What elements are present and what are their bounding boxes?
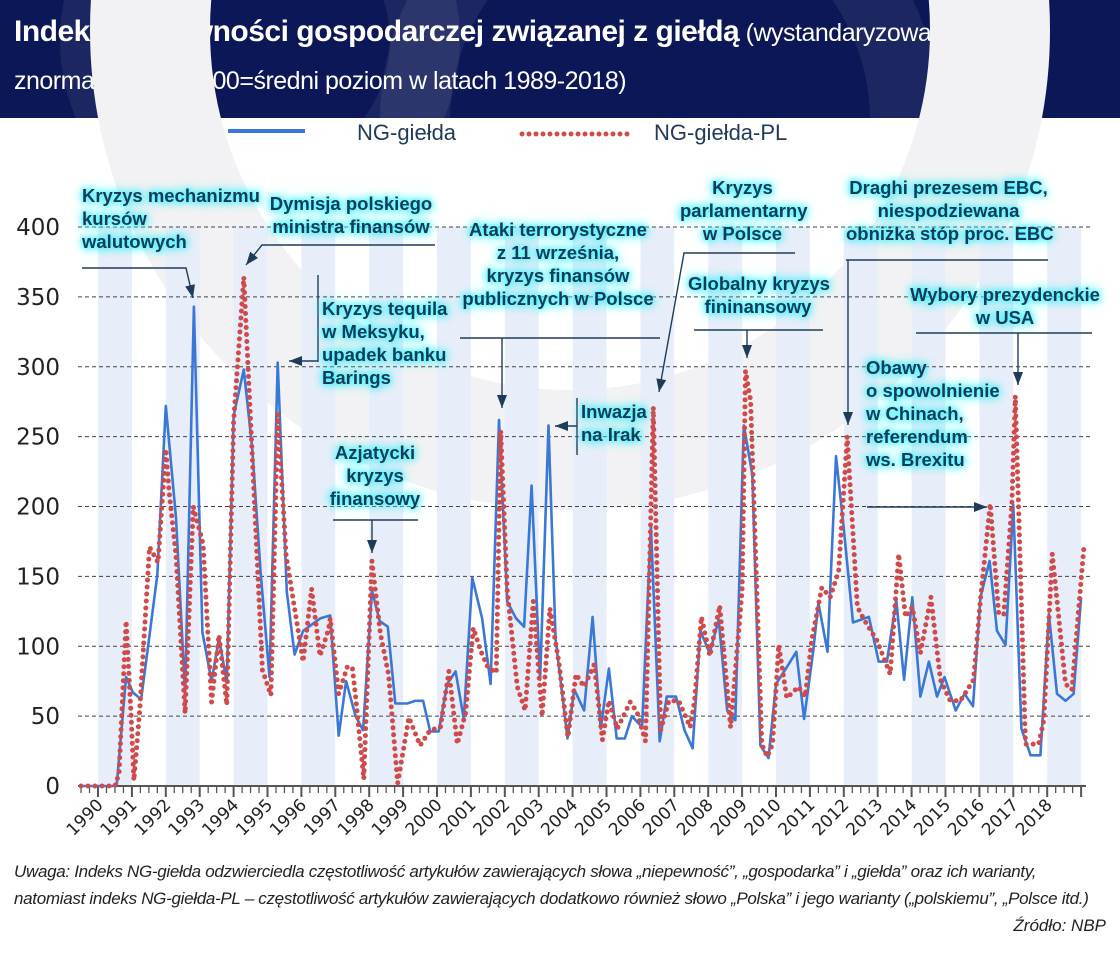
y-tick-label: 150 — [16, 564, 60, 590]
x-tick-label: 1993 — [164, 795, 209, 840]
legend-label-ng-gielda-pl: NG-giełda-PL — [654, 120, 788, 145]
arrow-head-icon — [555, 421, 568, 431]
x-tick-label: 2012 — [809, 795, 854, 840]
annotation-iraq-invasion: Inwazja na Irak — [581, 401, 647, 445]
x-tick-label: 2000 — [402, 795, 447, 840]
arrow-head-icon — [185, 284, 195, 298]
series-line-ng-gielda-pl — [78, 277, 1087, 789]
y-tick-label: 100 — [16, 634, 60, 660]
x-tick-label: 1992 — [131, 795, 176, 840]
watermark-arc — [90, 0, 1050, 510]
arrow-head-icon — [656, 378, 667, 392]
x-tick-label: 1990 — [63, 795, 108, 840]
y-tick-label: 250 — [16, 425, 60, 451]
arrow-head-icon — [974, 502, 987, 512]
grid-lines — [78, 226, 1092, 717]
arrow-head-icon — [289, 356, 302, 366]
x-tick-label: 2016 — [944, 795, 989, 840]
x-tick-label: 2007 — [639, 795, 684, 840]
x-tick-label: 2005 — [571, 795, 616, 840]
series-line-ng-gielda — [81, 305, 1083, 788]
arrow-head-icon — [497, 395, 507, 408]
footnote: Uwaga: Indeks NG-giełda odzwierciedla cz… — [14, 862, 1089, 908]
y-axis: 0 50 100 150 200 250 300 350 400 — [16, 215, 60, 800]
annotation-tequila-crisis: Kryzys tequila w Meksyku, upadek banku Bari… — [322, 298, 448, 388]
annotation-global-crisis: Globalny kryzys fininansowy — [688, 273, 830, 317]
x-tick-label: 2015 — [910, 795, 955, 840]
x-tick-label: 2004 — [537, 795, 582, 840]
arrow-head-icon — [742, 345, 752, 358]
x-tick-label: 2009 — [707, 795, 752, 840]
annotation-line — [658, 252, 795, 393]
annotation-china-brexit: Obawy o spowolnienie w Chinach, referendum w… — [866, 357, 1000, 470]
y-tick-label: 400 — [16, 215, 60, 241]
x-tick-label: 1994 — [198, 795, 243, 840]
x-tick-label: 2017 — [978, 795, 1023, 840]
legend-label-ng-gielda: NG-giełda — [357, 120, 457, 145]
x-tick-label: 2018 — [1012, 795, 1057, 840]
y-tick-label: 300 — [16, 355, 60, 381]
annotation-draghi: Draghi prezesem EBC, niespodziewana obniżk… — [846, 177, 1054, 244]
arrow-head-icon — [246, 251, 259, 265]
legend — [228, 129, 637, 137]
x-tick-label: 1998 — [334, 795, 379, 840]
annotation-connectors — [82, 244, 1092, 553]
x-tick-label: 2003 — [504, 795, 549, 840]
annotation-erm-crisis: Kryzys mechanizmu kursów walutowych — [82, 185, 260, 252]
x-tick-label: 2010 — [741, 795, 786, 840]
annotation-9-11: Ataki terrorystyczne z 11 września, kryzys… — [462, 219, 654, 309]
x-tick-label: 1997 — [300, 795, 345, 840]
y-tick-label: 50 — [31, 704, 60, 730]
series-lines — [78, 277, 1087, 789]
x-tick-label: 2002 — [470, 795, 515, 840]
arrow-head-icon — [843, 412, 853, 425]
x-tick-label: 2013 — [843, 795, 888, 840]
x-tick-label: 1996 — [266, 795, 311, 840]
annotation-parliament-crisis: Kryzys parlamentarny w Polsce — [680, 177, 808, 244]
x-tick-label: 2011 — [775, 795, 820, 840]
x-tick-label: 2006 — [605, 795, 650, 840]
y-tick-label: 0 — [45, 774, 60, 800]
x-tick-label: 2008 — [673, 795, 718, 840]
arrow-head-icon — [367, 540, 377, 553]
annotation-asian-crisis: Azjatycki kryzys finansowy — [329, 442, 421, 509]
annotation-us-election: Wybory prezydenckie w USA — [910, 284, 1100, 328]
x-tick-label: 1999 — [368, 795, 413, 840]
annotation-minister-dismissal: Dymisja polskiego ministra finansów — [269, 193, 433, 237]
x-tick-label: 2014 — [876, 795, 921, 840]
x-tick-label: 1991 — [97, 795, 142, 840]
x-axis: 1990199119921993199419951996199719981999… — [63, 785, 1086, 840]
y-tick-label: 350 — [16, 285, 60, 311]
source-note: Źródło: NBP — [1013, 916, 1106, 935]
x-tick-label: 1995 — [232, 795, 277, 840]
x-tick-label: 2001 — [436, 795, 481, 840]
arrow-head-icon — [1013, 372, 1023, 385]
y-tick-label: 200 — [16, 495, 60, 521]
